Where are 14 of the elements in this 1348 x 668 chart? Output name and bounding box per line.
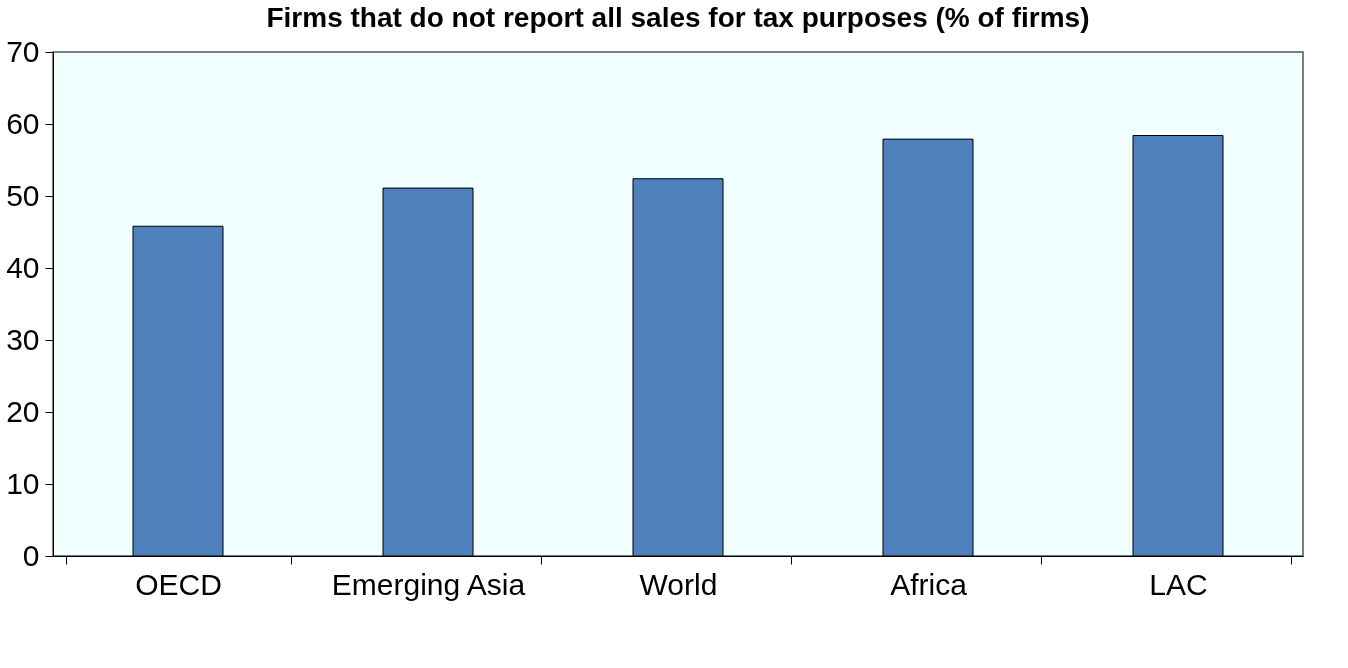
x-tick-label: Africa (890, 567, 968, 601)
y-tick-label: 10 (6, 466, 40, 500)
x-tick-label: Emerging Asia (331, 567, 526, 601)
y-tick-label: 60 (6, 106, 40, 140)
chart-title: Firms that do not report all sales for tax purposes (% of firms) (266, 2, 1090, 33)
x-tick-label: OECD (135, 567, 222, 601)
y-tick-label: 0 (22, 538, 40, 572)
x-tick-label: World (639, 567, 718, 601)
y-tick-label: 20 (6, 394, 40, 428)
y-tick-label: 70 (6, 34, 40, 68)
y-tick-label: 30 (6, 322, 40, 356)
x-tick-label: LAC (1149, 567, 1208, 601)
y-tick-label: 40 (6, 250, 40, 284)
y-tick-label: 50 (6, 178, 40, 212)
